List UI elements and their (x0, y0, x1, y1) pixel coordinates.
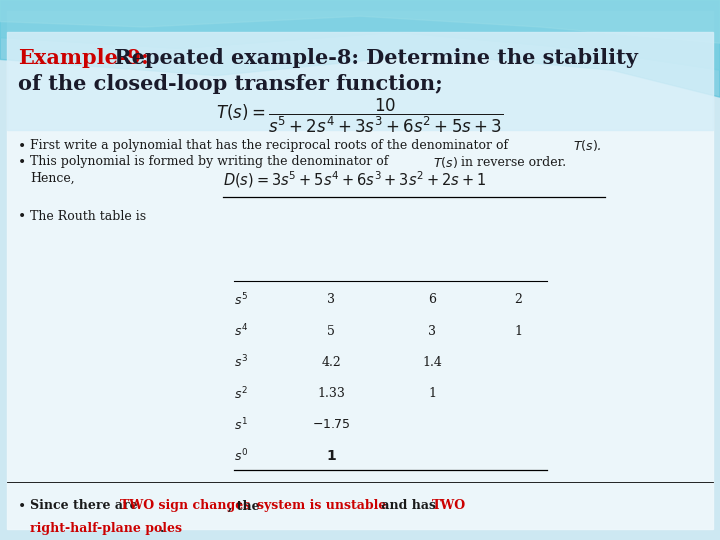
Text: 1.4: 1.4 (422, 356, 442, 369)
Text: Hence,: Hence, (30, 172, 75, 185)
Text: , the: , the (228, 500, 264, 512)
Text: The Routh table is: The Routh table is (30, 210, 146, 222)
Text: and has: and has (377, 500, 441, 512)
Text: $\mathbf{1}$: $\mathbf{1}$ (326, 449, 336, 463)
Text: $-1.75$: $-1.75$ (312, 418, 351, 431)
Text: •: • (18, 139, 26, 153)
Text: Repeated example-8: Determine the stability: Repeated example-8: Determine the stabil… (107, 48, 637, 68)
Text: $D(s)=3s^5+5s^4+6s^3+3s^2+2s+1$: $D(s)=3s^5+5s^4+6s^3+3s^2+2s+1$ (223, 169, 487, 190)
Text: •: • (18, 499, 26, 513)
Text: $s^3$: $s^3$ (234, 354, 248, 370)
Text: TWO sign changes: TWO sign changes (120, 500, 250, 512)
Text: $T(s)$: $T(s)$ (433, 154, 457, 170)
Text: system is unstable: system is unstable (257, 500, 387, 512)
Text: Since there are: Since there are (30, 500, 143, 512)
Text: First write a polynomial that has the reciprocal roots of the denominator of: First write a polynomial that has the re… (30, 139, 513, 152)
Polygon shape (0, 0, 720, 70)
Text: 1: 1 (514, 325, 523, 338)
Text: •: • (18, 209, 26, 223)
Text: 2: 2 (515, 293, 522, 306)
Text: 5: 5 (328, 325, 335, 338)
Bar (7, 32, 713, 130)
Text: 3: 3 (428, 325, 436, 338)
Text: $s^4$: $s^4$ (234, 323, 248, 339)
Text: of the closed-loop transfer function;: of the closed-loop transfer function; (18, 73, 443, 94)
Polygon shape (0, 0, 720, 97)
Text: $s^0$: $s^0$ (234, 448, 248, 464)
Text: 4.2: 4.2 (321, 356, 341, 369)
Text: Example-9:: Example-9: (18, 48, 149, 68)
Text: •: • (18, 155, 26, 169)
Text: $T(s) = \dfrac{10}{s^5+2s^4+3s^3+6s^2+5s+3}$: $T(s) = \dfrac{10}{s^5+2s^4+3s^3+6s^2+5s… (216, 97, 504, 135)
Text: This polynomial is formed by writing the denominator of: This polynomial is formed by writing the… (30, 156, 392, 168)
Text: 1: 1 (428, 387, 436, 400)
Text: .: . (160, 522, 164, 535)
Text: 3: 3 (327, 293, 336, 306)
Text: $s^5$: $s^5$ (234, 292, 248, 308)
Text: right-half-plane poles: right-half-plane poles (30, 522, 182, 535)
Text: 1.33: 1.33 (318, 387, 345, 400)
Text: $T(s)$.: $T(s)$. (573, 138, 602, 153)
Text: TWO: TWO (432, 500, 466, 512)
Text: in reverse order.: in reverse order. (457, 156, 567, 168)
Polygon shape (0, 0, 720, 43)
Text: 6: 6 (428, 293, 436, 306)
Text: $s^2$: $s^2$ (234, 386, 248, 402)
Text: $s^1$: $s^1$ (234, 417, 248, 433)
